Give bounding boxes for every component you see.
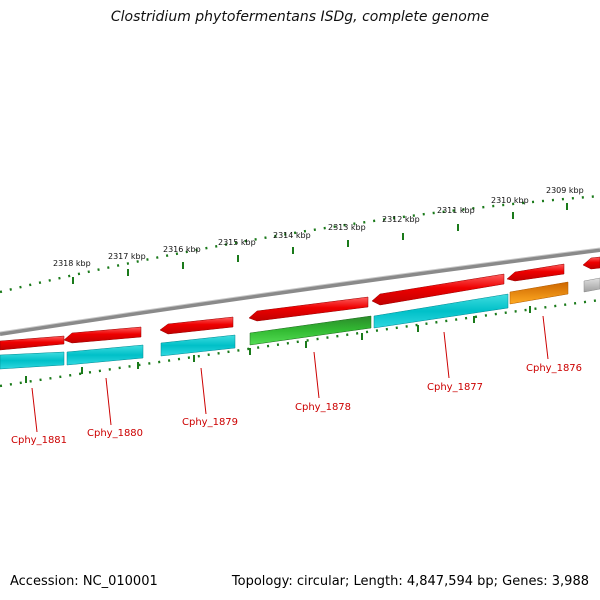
scale-ticks: [72, 203, 568, 284]
genome-summary: Topology: circular; Length: 4,847,594 bp…: [231, 574, 589, 589]
rna-block[interactable]: [249, 315, 372, 346]
orange-block[interactable]: [509, 281, 569, 305]
scale-tick-label: 2311 kbp: [437, 206, 475, 215]
scale-tick-label: 2318 kbp: [53, 259, 91, 268]
grey-block[interactable]: [583, 277, 600, 293]
scale-tick-label: 2317 kbp: [108, 252, 146, 261]
gene-label[interactable]: Cphy_1880: [87, 428, 143, 439]
gene-label[interactable]: Cphy_1877: [427, 382, 483, 393]
gene-arrow[interactable]: [0, 335, 65, 351]
scale-tick-label: 2313 kbp: [328, 223, 366, 232]
gene-label[interactable]: Cphy_1876: [526, 363, 582, 374]
scale-tick-label: 2314 kbp: [273, 231, 311, 240]
gene-arrow[interactable]: [159, 316, 234, 335]
gene-track-red: [0, 256, 600, 351]
gene-labels: Cphy_1881 Cphy_1880 Cphy_1879 Cphy_1878 …: [11, 363, 582, 446]
scale-tick-label: 2312 kbp: [382, 215, 420, 224]
cds-block[interactable]: [373, 293, 509, 329]
genome-backbone: [0, 248, 600, 336]
map-title: Clostridium phytofermentans ISDg, comple…: [110, 9, 490, 25]
gene-arrow[interactable]: [506, 263, 565, 282]
gene-arrow[interactable]: [371, 273, 505, 306]
inner-ticks: [25, 306, 531, 383]
cds-block[interactable]: [160, 334, 236, 357]
gene-label[interactable]: Cphy_1881: [11, 435, 67, 446]
gene-label[interactable]: Cphy_1878: [295, 402, 351, 413]
accession-text: Accession: NC_010001: [10, 574, 158, 589]
gene-track-cds: [0, 277, 600, 370]
scale-tick-labels: 2318 kbp 2317 kbp 2316 kbp 2315 kbp 2314…: [53, 186, 584, 268]
scale-tick-label: 2316 kbp: [163, 245, 201, 254]
gene-arrow[interactable]: [582, 256, 600, 270]
gene-label[interactable]: Cphy_1879: [182, 417, 238, 428]
gene-arrow[interactable]: [248, 296, 369, 322]
scale-tick-label: 2310 kbp: [491, 196, 529, 205]
cds-block[interactable]: [0, 351, 65, 370]
gene-leaders: [31, 315, 549, 433]
inner-ring-dots: [0, 298, 600, 388]
gene-arrow[interactable]: [63, 326, 142, 344]
scale-tick-label: 2315 kbp: [218, 238, 256, 247]
scale-tick-label: 2309 kbp: [546, 186, 584, 195]
cds-block[interactable]: [66, 344, 144, 366]
